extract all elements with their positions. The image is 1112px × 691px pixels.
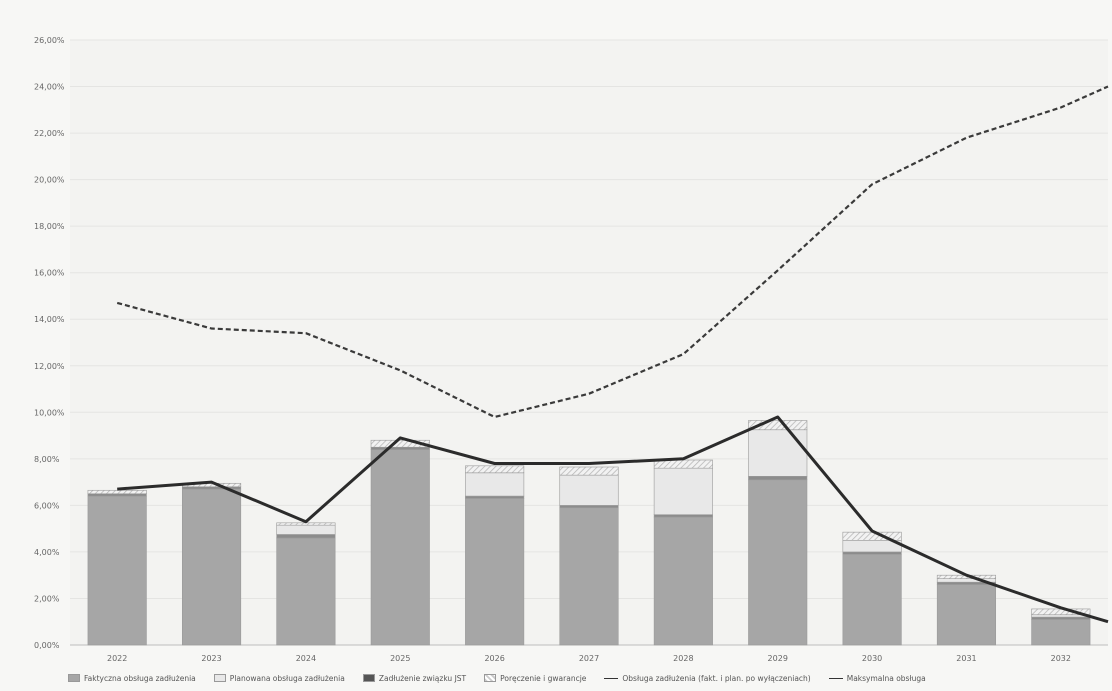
x-tick-label-2031: 2031 (956, 654, 976, 663)
y-tick-label-12: 24,00% (34, 83, 65, 92)
bar-2030-s0 (842, 553, 902, 646)
y-tick-label-8: 16,00% (34, 269, 65, 278)
legend-item-plan: Planowana obsługa zadłużenia (213, 673, 345, 683)
bar-2026-s3 (465, 465, 525, 474)
legend-label-fakt: Faktyczna obsługa zadłużenia (84, 673, 196, 683)
bar-2026-s0 (465, 498, 525, 646)
bar-2032-s0 (1031, 619, 1091, 646)
bar-2029-s3 (748, 420, 808, 431)
y-tick-label-0: 0,00% (34, 641, 60, 650)
x-tick-label-2025: 2025 (390, 654, 410, 663)
y-tick-label-2: 4,00% (34, 548, 60, 557)
bar-2022-s3 (87, 489, 147, 495)
bar-2027-s1 (559, 505, 619, 509)
x-tick-label-2026: 2026 (484, 654, 504, 663)
bar-2028-s2 (653, 467, 713, 515)
x-tick-label-2022: 2022 (107, 654, 127, 663)
bar-2031-s0 (936, 584, 997, 646)
bar-2022-s1 (87, 493, 147, 497)
legend-swatch-obsluga (604, 677, 619, 679)
bar-2023-s1 (181, 486, 242, 490)
x-tick-label-2028: 2028 (673, 654, 693, 663)
bar-2027-s2 (559, 474, 619, 506)
y-tick-label-11: 22,00% (34, 129, 65, 138)
x-tick-label-2027: 2027 (579, 654, 599, 663)
y-tick-label-5: 10,00% (34, 408, 65, 417)
bar-2028-s1 (653, 514, 713, 518)
y-tick-label-6: 12,00% (34, 362, 65, 371)
bar-2024-s1 (276, 534, 336, 539)
x-tick-label-2024: 2024 (296, 654, 316, 663)
bar-2027-s0 (559, 507, 619, 646)
legend-label-jst: Zadłużenie związku JST (378, 673, 467, 683)
bar-2028-s0 (653, 516, 713, 646)
x-tick-label-2029: 2029 (768, 654, 788, 663)
bar-2026-s2 (465, 472, 525, 497)
y-tick-label-1: 2,00% (34, 594, 60, 603)
bar-2025-s0 (370, 449, 430, 646)
bar-2022-s0 (87, 495, 147, 646)
legend-swatch-maksymalna (828, 677, 843, 679)
legend-label-obsluga: Obsługa zadłużenia (fakt. i plan. po wył… (622, 673, 811, 683)
legend-item-maksymalna: Maksymalna obsługa (828, 673, 926, 683)
chart-legend: Faktyczna obsługa zadłużenia Planowana o… (68, 669, 1112, 687)
bar-2025-s1 (370, 446, 430, 450)
legend-label-plan: Planowana obsługa zadłużenia (229, 673, 345, 683)
bar-2027-s3 (559, 466, 619, 476)
bar-2026-s1 (465, 495, 525, 499)
legend-item-jst: Zadłużenie związku JST (362, 673, 467, 683)
legend-swatch-jst (362, 674, 375, 682)
y-tick-label-13: 26,00% (34, 36, 65, 45)
legend-item-obsluga: Obsługa zadłużenia (fakt. i plan. po wył… (604, 673, 811, 683)
bar-2029-s2 (748, 429, 808, 477)
bar-2025-s3 (370, 439, 430, 448)
bar-2030-s1 (842, 551, 902, 555)
bar-2032-s1 (1031, 616, 1091, 620)
bar-2024-s2 (276, 524, 336, 535)
legend-item-fakt: Faktyczna obsługa zadłużenia (68, 674, 196, 683)
legend-swatch-poreczenia (484, 674, 497, 682)
chart-svg: 0,00% 2,00% 4,00% 6,00% 8,00% 10,00% 12,00% 14,… (34, 36, 1109, 663)
y-tick-label-9: 18,00% (34, 222, 65, 231)
bar-2029-s1 (748, 475, 808, 481)
y-tick-label-3: 6,00% (34, 501, 60, 510)
x-tick-label-2023: 2023 (201, 654, 221, 663)
x-tick-label-2030: 2030 (862, 654, 882, 663)
legend-swatch-plan (213, 674, 226, 682)
bar-2029-s0 (748, 479, 808, 646)
legend-item-poreczenia: Poręczenie i gwarancje (484, 674, 586, 683)
legend-label-maksymalna: Maksymalna obsługa (846, 673, 926, 683)
y-tick-label-4: 8,00% (34, 455, 60, 464)
legend-swatch-fakt (68, 674, 80, 682)
legend-label-poreczenia: Poręczenie i gwarancje (500, 673, 587, 683)
bar-2023-s0 (181, 488, 242, 646)
bar-2024-s0 (276, 537, 336, 646)
y-tick-label-7: 14,00% (34, 315, 65, 324)
x-tick-label-2032: 2032 (1051, 654, 1071, 663)
y-tick-label-10: 20,00% (34, 176, 65, 185)
line-obsluga-zadluzenia (117, 415, 1109, 624)
line-maksymalna-obsluga (116, 85, 1109, 419)
